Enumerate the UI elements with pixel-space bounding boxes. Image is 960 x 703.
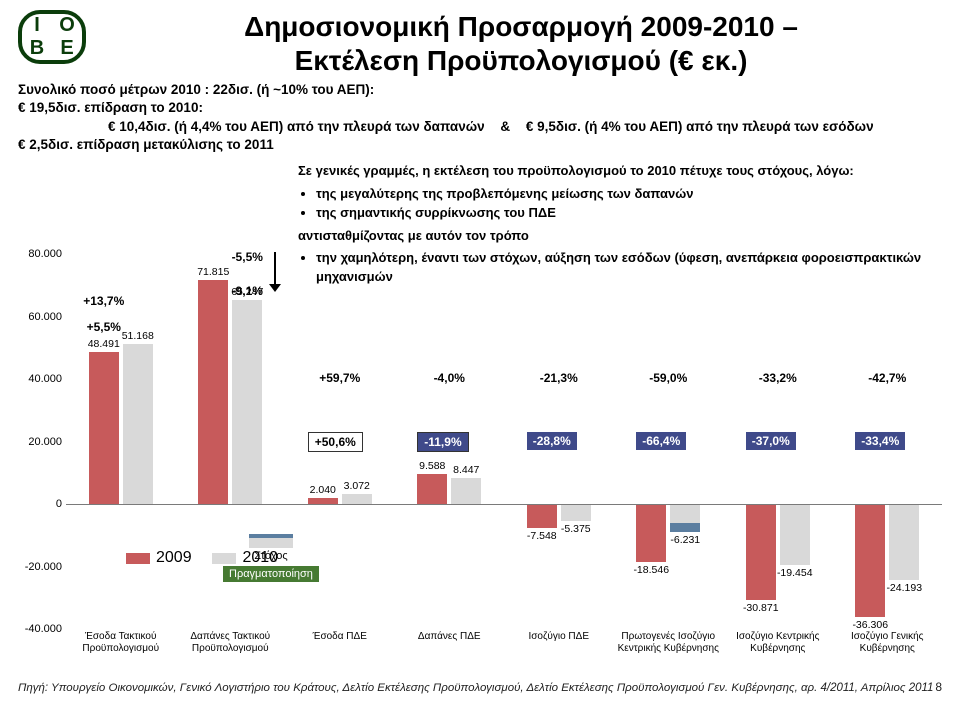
value-label: -19.454 — [772, 567, 818, 579]
pct-row1-label: +59,7% — [285, 371, 395, 385]
intro-l3-amp: & — [500, 119, 510, 134]
chart-area: Έσοδα Τακτικού Προϋπολογισμού48.49151.16… — [18, 254, 942, 629]
bar-2009 — [89, 352, 119, 504]
pct-row2-label: -11,9% — [417, 432, 468, 452]
pct-row1-label: -21,3% — [504, 371, 614, 385]
category-label: Ισοζύγιο Κεντρικής Κυβέρνησης — [723, 631, 833, 654]
legend-target: Στόχος — [223, 550, 319, 562]
source-text: Πηγή: Υπουργείο Οικονομικών, Γενικό Λογι… — [18, 682, 933, 694]
category-label: Δαπάνες Τακτικού Προϋπολογισμού — [176, 631, 286, 654]
bar-target — [670, 504, 700, 523]
target-cap — [670, 523, 700, 532]
y-tick-label: 80.000 — [18, 248, 62, 260]
pct-row2-label: -33,4% — [855, 432, 905, 450]
bar-2010 — [342, 494, 372, 504]
value-label: -36.306 — [847, 619, 893, 631]
bar-group: Ισοζύγιο Κεντρικής Κυβέρνησης-30.871-19.… — [723, 254, 833, 629]
value-label: -18.546 — [628, 564, 674, 576]
bar-group: Ισοζύγιο Γενικής Κυβέρνησης-36.306-24.19… — [833, 254, 943, 629]
page-number: 8 — [935, 680, 942, 695]
logo-cell: B — [30, 37, 44, 60]
legend-swatch-2009 — [126, 553, 150, 564]
category-label: Ισοζύγιο ΠΔΕ — [504, 631, 614, 643]
legend-realized: Πραγματοποίηση — [223, 566, 319, 582]
logo-cell: I — [34, 14, 40, 37]
pct-change-label: +5,5% — [83, 320, 125, 334]
y-tick-label: 0 — [18, 498, 62, 510]
intro-l4: € 2,5δισ. επίδραση μετακύλισης το 2011 — [18, 136, 942, 154]
value-label: 8.447 — [443, 464, 489, 476]
bar-2010 — [232, 300, 262, 504]
bar-2010 — [561, 504, 591, 521]
pct-row2-label: +50,6% — [308, 432, 363, 452]
legend-2009: 2009 — [156, 549, 192, 567]
intro-l2: € 19,5δισ. επίδραση το 2010: — [18, 99, 942, 117]
pct-row1-label: -33,2% — [723, 371, 833, 385]
bar-2010 — [780, 504, 810, 565]
category-label: Ισοζύγιο Γενικής Κυβέρνησης — [833, 631, 943, 654]
intro-l1: Συνολικό ποσό μέτρων 2010 : 22δισ. (ή ~1… — [18, 81, 942, 99]
pct-row2-label: -66,4% — [636, 432, 686, 450]
commentary-lead: Σε γενικές γραμμές, η εκτέλεση του προϋπ… — [298, 162, 942, 181]
page-title-line2: Εκτέλεση Προϋπολογισμού (€ εκ.) — [100, 44, 942, 78]
logo: I O B E — [18, 10, 86, 64]
bar-2010 — [123, 344, 153, 504]
bar-2009 — [855, 504, 885, 617]
bar-2009 — [636, 504, 666, 562]
pct-row1-label: -59,0% — [614, 371, 724, 385]
zero-line — [66, 504, 942, 505]
commentary-mid: αντισταθμίζοντας με αυτόν τον τρόπο — [298, 227, 942, 246]
page-title-line1: Δημοσιονομική Προσαρμογή 2009-2010 – — [100, 10, 942, 44]
arrow-down-icon — [268, 252, 282, 292]
bar-2009 — [746, 504, 776, 600]
bar-2009 — [417, 474, 447, 504]
bar-group: Δαπάνες ΠΔΕ9.5888.447-4,0%-11,9% — [395, 254, 505, 629]
bar-2009 — [198, 280, 228, 504]
bar-2010 — [451, 478, 481, 504]
logo-cell: O — [59, 14, 75, 37]
source-footer: Πηγή: Υπουργείο Οικονομικών, Γενικό Λογι… — [18, 681, 942, 695]
value-label: 3.072 — [334, 480, 380, 492]
pct-change-label: -9,1% — [226, 284, 268, 298]
category-label: Δαπάνες ΠΔΕ — [395, 631, 505, 643]
intro-l3-left: € 10,4δισ. (ή 4,4% του ΑΕΠ) από την πλευ… — [108, 119, 485, 134]
category-label: Πρωτογενές Ισοζύγιο Κεντρικής Κυβέρνησης — [614, 631, 724, 654]
pct-row1-label: -4,0% — [395, 371, 505, 385]
y-tick-label: 40.000 — [18, 373, 62, 385]
commentary-b2: της σημαντικής συρρίκνωσης του ΠΔΕ — [316, 204, 942, 223]
category-label: Έσοδα Τακτικού Προϋπολογισμού — [66, 631, 176, 654]
y-tick-label: 20.000 — [18, 436, 62, 448]
intro-block: Συνολικό ποσό μέτρων 2010 : 22δισ. (ή ~1… — [18, 81, 942, 154]
bar-group: Ισοζύγιο ΠΔΕ-7.548-5.375-21,3%-28,8% — [504, 254, 614, 629]
category-label: Έσοδα ΠΔΕ — [285, 631, 395, 643]
legend-target-block: Στόχος Πραγματοποίηση — [223, 534, 319, 582]
value-label: 71.815 — [190, 266, 236, 278]
intro-l3-right: € 9,5δισ. (ή 4% του ΑΕΠ) από την πλευρά … — [526, 119, 874, 134]
bar-group: Έσοδα Τακτικού Προϋπολογισμού48.49151.16… — [66, 254, 176, 629]
value-label: -6.231 — [662, 534, 708, 546]
commentary-b1: της μεγαλύτερης της προβλεπόμενης μείωση… — [316, 185, 942, 204]
logo-cell: E — [60, 37, 73, 60]
pct-row1-label: -42,7% — [833, 371, 943, 385]
bar-2010 — [889, 504, 919, 580]
pct-row2-label: -28,8% — [527, 432, 577, 450]
value-label: -24.193 — [881, 582, 927, 594]
pct-row2-label: -37,0% — [746, 432, 796, 450]
value-label: -5.375 — [553, 523, 599, 535]
value-label: -30.871 — [738, 602, 784, 614]
pct-change-label: +13,7% — [83, 294, 125, 308]
y-tick-label: -40.000 — [18, 623, 62, 635]
y-tick-label: 60.000 — [18, 311, 62, 323]
pct-change-label: -5,5% — [226, 250, 268, 264]
y-tick-label: -20.000 — [18, 561, 62, 573]
bar-group: Πρωτογενές Ισοζύγιο Κεντρικής Κυβέρνησης… — [614, 254, 724, 629]
